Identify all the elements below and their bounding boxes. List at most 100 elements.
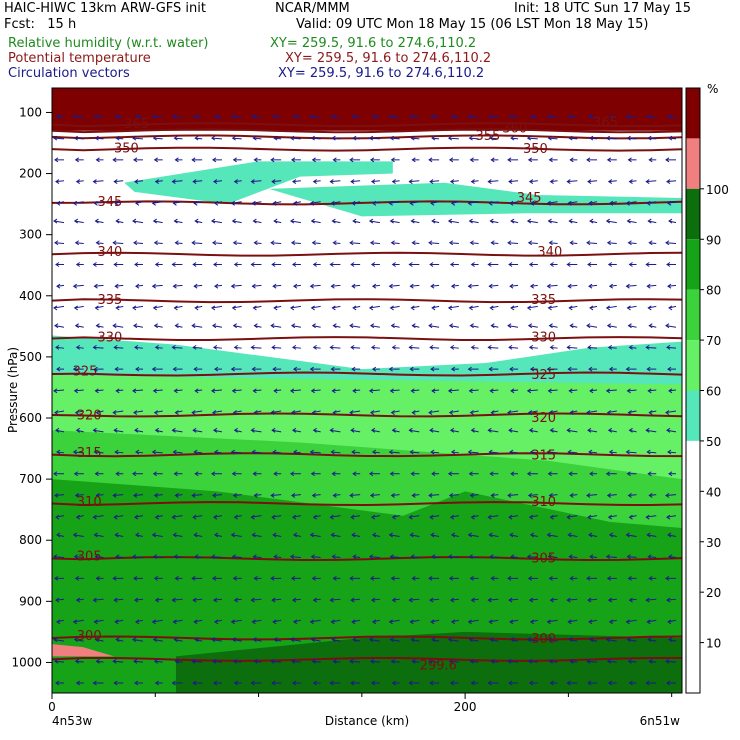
theta-contour-310 — [52, 501, 682, 507]
vector-head — [329, 680, 334, 686]
vector-arrow — [451, 451, 459, 454]
vector-head — [430, 449, 435, 455]
vector-arrow — [254, 494, 262, 496]
vector-head — [331, 637, 336, 642]
vector-head — [192, 344, 197, 350]
vector-arrow — [173, 451, 183, 454]
vector-head — [273, 218, 278, 224]
vector-head — [193, 283, 198, 289]
vector-arrow — [549, 325, 558, 328]
vector-head — [368, 637, 374, 642]
vector-head — [371, 200, 377, 206]
vector-head — [273, 305, 278, 311]
vector-arrow — [409, 429, 420, 433]
vector-head — [272, 532, 277, 538]
vector-head — [391, 680, 396, 686]
vector-head — [589, 637, 594, 642]
vector-arrow — [252, 451, 262, 454]
vector-head — [428, 658, 433, 664]
vector-head — [133, 575, 138, 581]
vector-head — [290, 637, 295, 642]
vector-arrow — [509, 180, 519, 183]
vector-arrow — [74, 137, 84, 140]
vector-head — [507, 575, 512, 581]
vector-arrow — [231, 534, 242, 538]
vector-head — [369, 575, 375, 581]
vector-head — [171, 179, 176, 184]
vector-arrow — [213, 429, 223, 433]
vector-arrow — [607, 660, 617, 663]
vector-head — [252, 218, 257, 224]
vector-arrow — [491, 660, 499, 663]
vector-head — [370, 597, 376, 603]
vector-head — [645, 262, 650, 267]
vector-arrow — [569, 305, 578, 309]
vector-head — [214, 366, 219, 372]
vector-arrow — [369, 556, 380, 558]
vector-head — [112, 323, 117, 329]
rh-region-100 — [52, 644, 114, 657]
vector-arrow — [450, 180, 459, 183]
vector-head — [587, 427, 592, 433]
vector-head — [469, 240, 474, 246]
vector-arrow — [489, 115, 499, 119]
vector-arrow — [134, 346, 144, 349]
vector-arrow — [231, 201, 242, 204]
vector-arrow — [609, 451, 617, 454]
vector-head — [332, 240, 337, 246]
vector-head — [310, 305, 315, 311]
vector-head — [605, 305, 611, 311]
vector-head — [251, 449, 256, 455]
vector-arrow — [432, 556, 440, 558]
vector-arrow — [73, 451, 84, 454]
vector-head — [509, 532, 514, 538]
vector-arrow — [448, 137, 459, 140]
vector-arrow — [115, 115, 124, 119]
vector-arrow — [412, 660, 420, 663]
vector-arrow — [488, 429, 499, 433]
vector-head — [586, 575, 591, 581]
vector-head — [291, 240, 296, 246]
organization: NCAR/MMM — [275, 1, 350, 16]
vector-head — [171, 262, 176, 267]
vector-head — [666, 262, 671, 267]
vector-arrow — [93, 180, 104, 183]
vector-arrow — [152, 115, 163, 119]
vector-head — [509, 366, 514, 372]
vector-arrow — [193, 180, 203, 183]
vector-arrow — [430, 429, 440, 433]
vector-head — [528, 262, 534, 267]
vector-head — [450, 200, 456, 206]
vector-head — [526, 637, 532, 642]
vector-arrow — [648, 305, 657, 309]
vector-head — [54, 157, 59, 163]
vector-head — [646, 200, 651, 206]
vector-head — [134, 262, 139, 267]
vector-arrow — [649, 494, 657, 496]
vector-arrow — [567, 346, 578, 349]
vector-head — [508, 427, 513, 433]
vector-arrow — [570, 242, 578, 245]
vector-arrow — [489, 451, 499, 454]
vector-head — [95, 658, 100, 664]
vector-arrow — [73, 619, 84, 623]
vector-head — [331, 471, 336, 477]
colorbar-label: 20 — [706, 586, 721, 600]
vector-arrow — [194, 451, 203, 454]
vector-head — [270, 493, 275, 498]
vector-head — [628, 597, 633, 603]
vector-head — [253, 323, 258, 329]
vector-arrow — [429, 325, 440, 328]
vector-arrow — [371, 598, 380, 601]
vector-head — [174, 410, 179, 415]
vector-arrow — [668, 389, 677, 392]
vector-head — [529, 619, 535, 625]
vector-head — [172, 532, 177, 538]
vector-arrow — [132, 137, 144, 140]
vector-head — [605, 637, 611, 642]
vector-head — [113, 597, 118, 603]
vector-head — [468, 554, 473, 560]
vector-head — [410, 388, 415, 394]
vector-head — [93, 200, 98, 206]
vector-head — [352, 637, 357, 642]
